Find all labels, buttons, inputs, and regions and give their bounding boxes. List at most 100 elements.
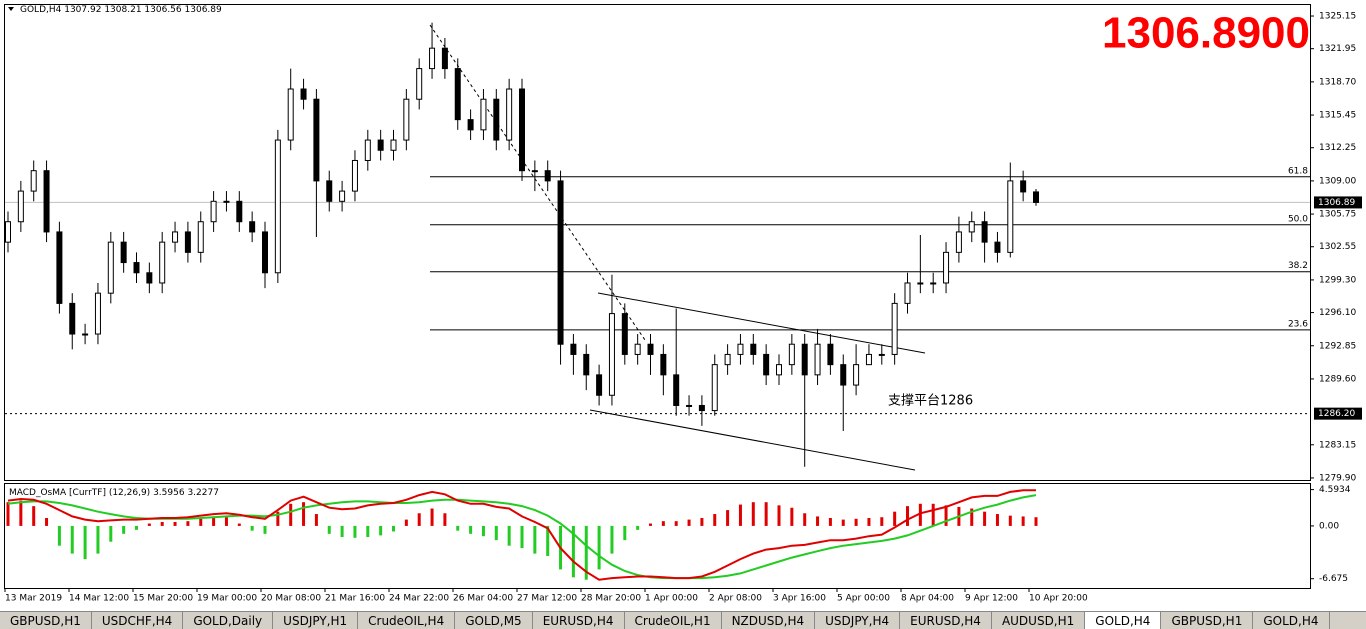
y-tick-label: 1292.85: [1319, 341, 1356, 351]
fib-label: 50.0: [1288, 214, 1308, 224]
candle-body: [634, 343, 641, 355]
histogram-bar: [893, 511, 897, 526]
histogram-bar: [494, 525, 498, 541]
tab[interactable]: USDJPY,H1: [273, 612, 359, 629]
histogram-bar: [906, 506, 909, 526]
y-tick-label: 1312.25: [1319, 143, 1356, 153]
tab[interactable]: CrudeOIL,H1: [625, 612, 722, 629]
candle-body: [377, 139, 384, 151]
histogram-bar: [366, 525, 370, 537]
histogram-bar: [880, 517, 884, 526]
histogram-bar: [597, 525, 601, 570]
candle-body: [750, 343, 757, 355]
candle-body: [300, 88, 307, 100]
symbol: GOLD,H4: [20, 5, 62, 15]
candle-body: [994, 241, 1001, 253]
candle-body: [557, 180, 564, 345]
low: 1306.56: [144, 5, 181, 15]
candle-body: [763, 353, 770, 376]
candle-body: [172, 231, 179, 243]
histogram-bar: [45, 518, 49, 526]
candle-body: [801, 343, 808, 376]
candle-body: [814, 343, 821, 376]
candle-body: [56, 231, 63, 304]
x-tick-label: 27 Mar 12:00: [517, 594, 577, 604]
tab[interactable]: GOLD,H4: [1085, 612, 1162, 629]
histogram-bar: [918, 503, 922, 526]
candle-body: [1033, 191, 1039, 203]
histogram-bar: [456, 525, 460, 531]
histogram-bar: [790, 507, 794, 526]
tab[interactable]: CrudeOIL,H4: [358, 612, 456, 629]
histogram-bar: [854, 518, 858, 526]
menu-arrow[interactable]: [8, 7, 14, 11]
y-tick-label: 1283.15: [1319, 440, 1356, 450]
candle-body: [711, 364, 718, 412]
x-tick-label: 19 Mar 00:00: [197, 594, 257, 604]
candle-body: [82, 333, 89, 336]
histogram-bar: [32, 506, 36, 526]
y-tick-label: 1296.10: [1319, 308, 1356, 318]
histogram-bar: [314, 514, 318, 526]
y-tick-label: 1279.90: [1319, 473, 1356, 483]
tab[interactable]: GOLD,Daily: [183, 612, 274, 629]
candle-body: [5, 221, 11, 243]
tab[interactable]: USDJPY,H4: [815, 612, 901, 629]
candle-body: [737, 343, 744, 355]
histogram-bar: [636, 525, 640, 530]
candle-body: [698, 404, 705, 412]
histogram-bar: [404, 519, 408, 526]
histogram-bar: [237, 523, 241, 526]
channel-top: [597, 292, 926, 354]
candle-body: [840, 364, 847, 386]
candle-body: [493, 98, 500, 141]
y-tick-label: 1318.70: [1319, 77, 1356, 87]
candle-body: [955, 231, 962, 253]
candle-body: [210, 200, 217, 223]
tab[interactable]: GOLD,M5: [455, 612, 533, 629]
histogram-bar: [816, 516, 820, 526]
y-tick-label: 1309.00: [1319, 176, 1356, 186]
fib-label: 23.6: [1288, 319, 1308, 329]
candle-body: [930, 282, 937, 285]
y-tick-label: -6.675: [1319, 574, 1348, 584]
histogram-bar: [392, 525, 395, 532]
background: [0, 0, 1366, 611]
candle-body: [596, 374, 603, 396]
tab-bar: GBPUSD,H1 USDCHF,H4 GOLD,Daily USDJPY,H1 Cru…: [0, 611, 1366, 629]
histogram-bar: [944, 505, 948, 526]
histogram-bar: [469, 525, 473, 534]
y-tick-label: 1289.60: [1319, 374, 1356, 384]
histogram-bar: [276, 511, 280, 526]
fib-label: 38.2: [1288, 261, 1308, 271]
signal-line: [7, 494, 1037, 580]
tab[interactable]: EURUSD,H4: [533, 612, 625, 629]
histogram-bar: [443, 513, 447, 526]
histogram-bar: [571, 525, 575, 578]
histogram-bar: [122, 525, 126, 534]
tab[interactable]: GOLD,H4: [1253, 612, 1330, 629]
histogram-bar: [764, 502, 768, 526]
histogram-bar: [379, 525, 383, 536]
candle-body: [608, 313, 615, 396]
tab[interactable]: GBPUSD,H1: [0, 612, 92, 629]
candle-body: [981, 221, 988, 243]
tab[interactable]: USDCHF,H4: [92, 612, 184, 629]
histogram-bar: [507, 525, 511, 546]
tab[interactable]: AUDUSD,H1: [992, 612, 1086, 629]
tab[interactable]: NZDUSD,H4: [722, 612, 816, 629]
histogram-bar: [70, 525, 74, 554]
candle-body: [313, 98, 320, 182]
tab[interactable]: EURUSD,H4: [900, 612, 992, 629]
histogram-bar: [995, 514, 999, 526]
histogram-bar: [841, 519, 845, 526]
tab[interactable]: GBPUSD,H1: [1161, 612, 1254, 629]
candle-body: [506, 88, 513, 141]
candle-body: [107, 241, 114, 294]
histogram-bar: [83, 525, 87, 560]
candle-body: [159, 241, 166, 284]
y-tick-label: 1305.75: [1319, 210, 1356, 220]
candle-body: [904, 282, 911, 304]
candle-body: [351, 159, 358, 192]
